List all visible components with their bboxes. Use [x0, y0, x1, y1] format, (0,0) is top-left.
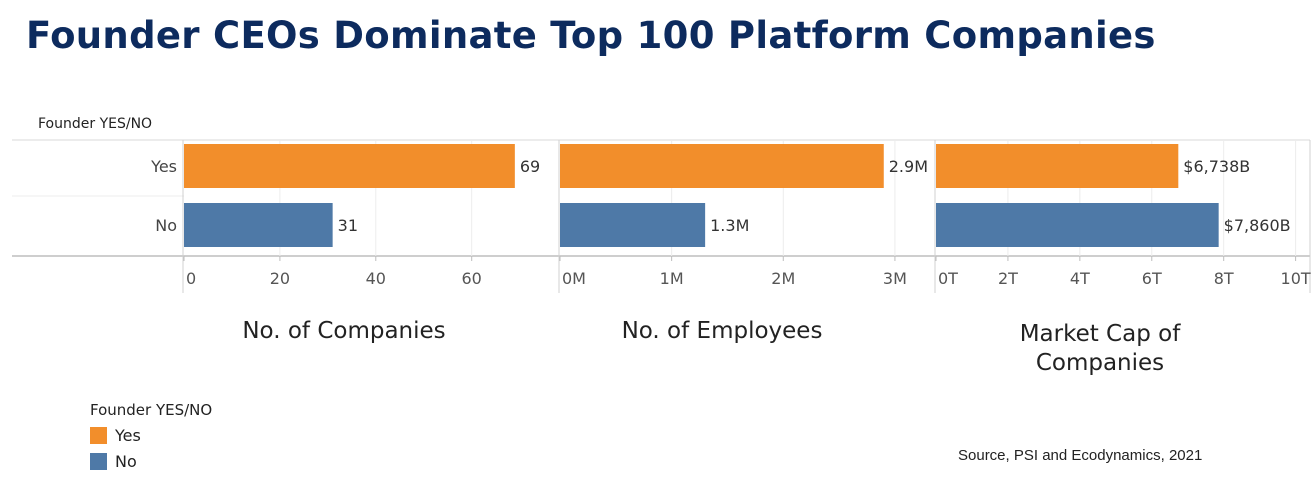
bar-yes: [184, 144, 515, 188]
chart-title-companies: No. of Companies: [242, 318, 446, 344]
chart-panels: 0 20 40 60 69 31 0M 1M 2M 3M 2.9M 1.3M 0T 2T 4T 6T 8T 10T…: [182, 140, 1311, 293]
tick-label: 0T: [938, 269, 958, 288]
legend-item-yes: Yes: [90, 422, 212, 448]
panel-1: 0M 1M 2M 3M 2.9M 1.3M: [558, 140, 928, 293]
panel-0: 0 20 40 60 69 31: [182, 140, 540, 293]
chart-title-employees: No. of Employees: [621, 318, 823, 344]
data-label: 31: [338, 216, 358, 235]
row-header-label: Founder YES/NO: [38, 116, 153, 132]
legend-label-yes: Yes: [115, 425, 141, 445]
bar-yes: [936, 144, 1179, 188]
page-title: Founder CEOs Dominate Top 100 Platform C…: [26, 14, 1156, 57]
tick-label: 6T: [1142, 269, 1162, 288]
tick-label: 2T: [998, 269, 1018, 288]
category-label-yes: Yes: [150, 157, 177, 176]
tick-label: 40: [366, 269, 386, 288]
source-note: Source, PSI and Ecodynamics, 2021: [958, 447, 1203, 464]
tick-label: 60: [462, 269, 482, 288]
bar-yes: [560, 144, 884, 188]
data-label: $7,860B: [1224, 216, 1291, 235]
chart-title-market-cap: Market Cap of Companies: [1019, 321, 1181, 376]
panel-2: 0T 2T 4T 6T 8T 10T $6,738B $7,860B: [934, 140, 1311, 293]
legend-label-no: No: [115, 451, 137, 471]
category-label-no: No: [155, 216, 177, 235]
data-label: $6,738B: [1183, 157, 1250, 176]
tick-label: 4T: [1070, 269, 1090, 288]
tick-label: 3M: [883, 269, 907, 288]
tick-label: 0: [186, 269, 196, 288]
bar-no: [936, 203, 1219, 247]
chart-frame: [12, 139, 1310, 257]
legend-title: Founder YES/NO: [90, 401, 213, 419]
bar-charts: Yes No 0 20 40 60 69 31 0M 1M 2M 3M 2.9M 1.3M 0T 2T 4T…: [12, 139, 1311, 293]
data-label: 69: [520, 157, 540, 176]
tick-label: 2M: [771, 269, 795, 288]
data-label: 2.9M: [889, 157, 928, 176]
data-label: 1.3M: [710, 216, 749, 235]
tick-label: 1M: [660, 269, 684, 288]
legend: Founder YES/NO Yes No: [90, 401, 212, 474]
bar-no: [184, 203, 333, 247]
tick-label: 10T: [1281, 269, 1311, 288]
tick-label: 20: [270, 269, 290, 288]
legend-swatch-yes: [90, 426, 107, 444]
legend-item-no: No: [90, 448, 212, 474]
tick-label: 0M: [562, 269, 586, 288]
bar-no: [560, 203, 706, 247]
tick-label: 8T: [1214, 269, 1234, 288]
legend-swatch-no: [90, 452, 107, 470]
